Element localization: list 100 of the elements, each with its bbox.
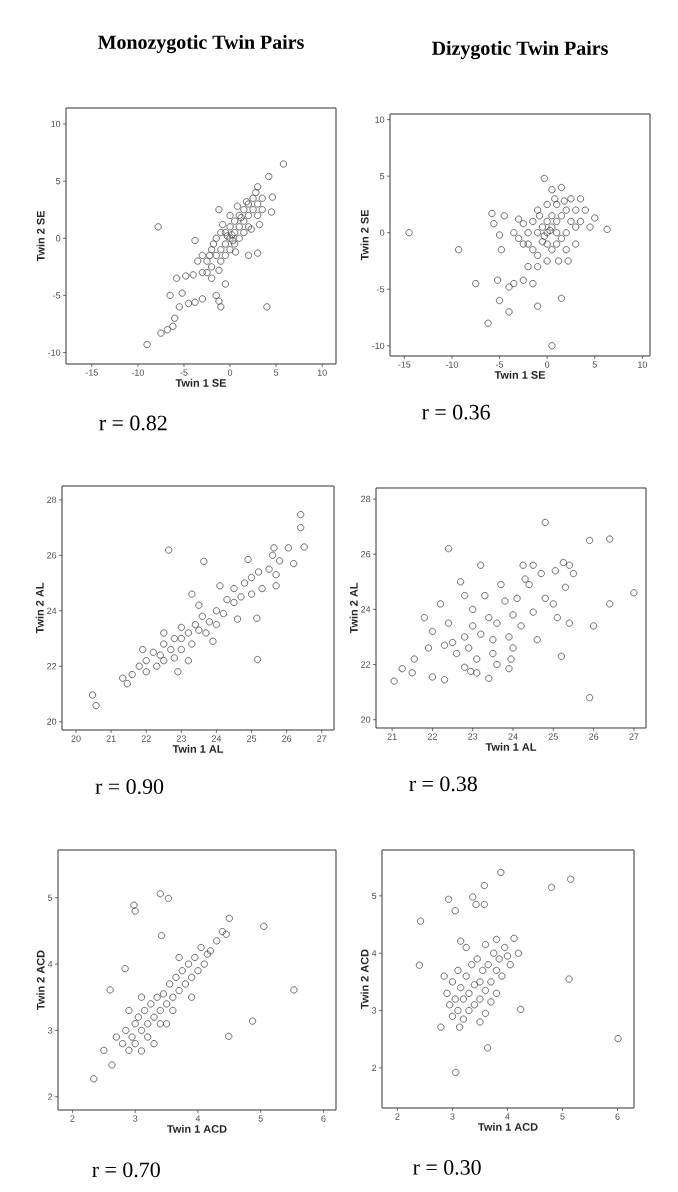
point [416, 917, 425, 925]
point [137, 1026, 145, 1034]
point [567, 875, 575, 883]
point [506, 961, 514, 969]
point [163, 1000, 171, 1008]
point [213, 937, 221, 945]
point [503, 952, 511, 960]
point [169, 1006, 177, 1015]
point [164, 894, 172, 902]
point [175, 987, 183, 995]
point [514, 949, 522, 957]
point [481, 941, 489, 949]
point [172, 973, 180, 981]
point [156, 890, 164, 898]
point [188, 993, 196, 1001]
point [481, 986, 489, 995]
point [125, 1046, 133, 1054]
point [448, 978, 456, 986]
point [218, 928, 226, 936]
point [131, 907, 139, 915]
point [501, 943, 509, 952]
point [479, 966, 487, 974]
point [465, 1006, 473, 1015]
point [487, 978, 495, 986]
point [144, 1020, 152, 1028]
point [203, 950, 211, 958]
point [125, 1006, 133, 1015]
point [459, 995, 467, 1003]
point [448, 1012, 456, 1020]
point [547, 883, 556, 891]
text: r = 0.90 [95, 779, 164, 795]
point [451, 907, 459, 915]
point [462, 972, 470, 980]
point [468, 961, 476, 969]
point [497, 868, 505, 876]
point [480, 882, 488, 890]
text: r = 0.70 [92, 1162, 160, 1178]
point [565, 975, 573, 983]
text: r = 0.38 [409, 776, 477, 792]
point [181, 980, 189, 988]
point [158, 932, 166, 940]
point [456, 1023, 464, 1031]
point [492, 989, 500, 997]
point [440, 972, 448, 980]
point [452, 1068, 460, 1076]
point [128, 1033, 136, 1041]
point [90, 1075, 98, 1083]
point [465, 989, 473, 997]
point [108, 1061, 116, 1069]
point [131, 1040, 139, 1048]
point [137, 993, 145, 1001]
point [490, 949, 498, 957]
point [188, 973, 196, 981]
point [225, 1032, 233, 1040]
point [206, 947, 215, 955]
point [476, 995, 484, 1003]
point [454, 1006, 462, 1015]
point [484, 961, 492, 969]
point [121, 965, 129, 973]
point [200, 960, 208, 968]
point [249, 1017, 257, 1025]
point [194, 967, 202, 975]
point [122, 1026, 130, 1034]
point [191, 953, 199, 961]
point [470, 1001, 478, 1009]
point [476, 1018, 484, 1026]
point [169, 993, 177, 1001]
chart-title: Monozygotic Twin Pairs [98, 34, 304, 54]
point [134, 1013, 142, 1021]
point [106, 986, 114, 994]
point [473, 955, 481, 963]
point [614, 1035, 622, 1043]
point [470, 981, 478, 989]
point [487, 998, 495, 1006]
point [260, 922, 268, 930]
point [492, 966, 500, 974]
point [437, 1023, 445, 1031]
point [156, 1006, 164, 1015]
point [222, 930, 230, 938]
point [415, 961, 423, 969]
point [462, 943, 470, 952]
point [476, 978, 484, 986]
point [510, 934, 518, 942]
point [290, 986, 298, 994]
point [469, 893, 477, 901]
point [492, 935, 500, 943]
point [480, 900, 488, 909]
text: r = 0.36 [422, 404, 490, 420]
text: r = 0.30 [413, 1160, 481, 1175]
point [457, 984, 465, 992]
point [454, 966, 462, 974]
point [130, 901, 138, 909]
point [517, 1005, 525, 1013]
point [457, 937, 465, 945]
point [446, 1001, 454, 1009]
point [119, 1040, 127, 1048]
point [459, 1015, 467, 1023]
point [163, 1020, 171, 1028]
point [498, 972, 506, 980]
point [159, 990, 167, 998]
